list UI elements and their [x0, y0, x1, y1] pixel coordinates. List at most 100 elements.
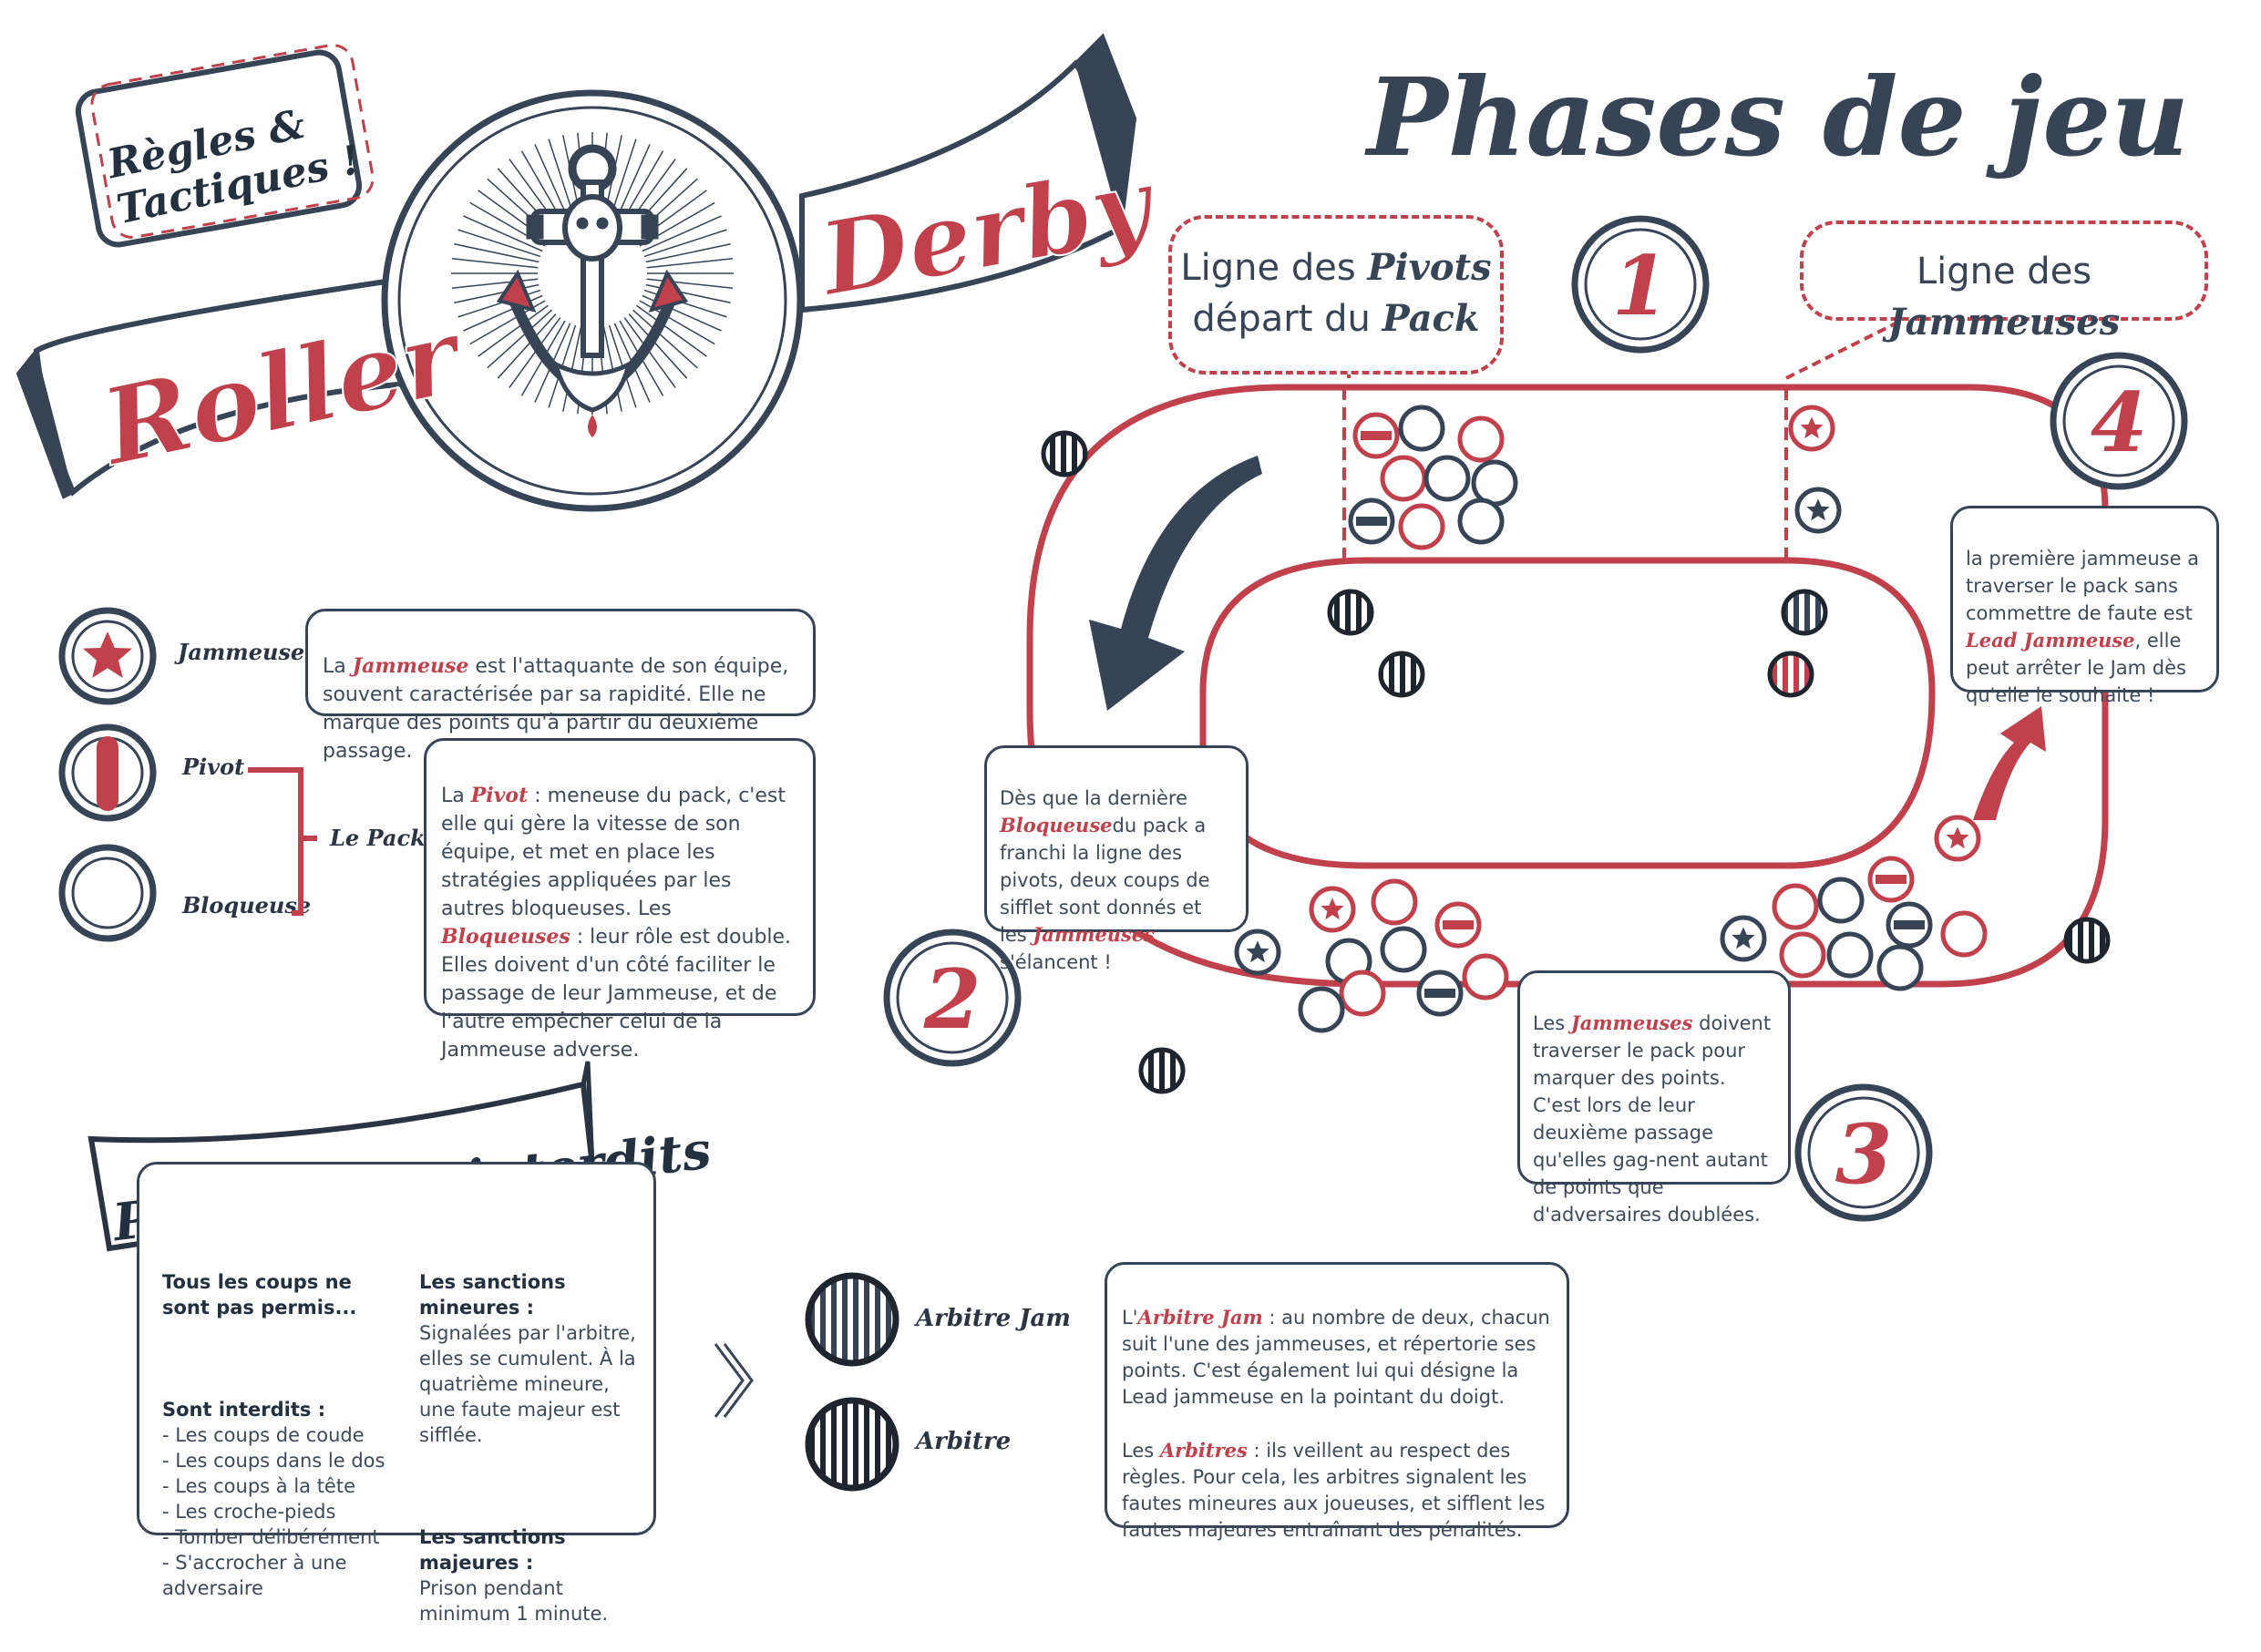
direction-arrow-start [1089, 456, 1262, 711]
penalties-panel [137, 1162, 656, 1535]
token-jammer [1720, 915, 1767, 962]
legend-bloqueuse-token [58, 844, 157, 942]
major-title: Les sanctions majeures : [419, 1526, 566, 1574]
pivot-desc-mid: : meneuse du pack, c'est elle qui gère l… [441, 785, 786, 920]
jammeuse-desc-kw: Jammeuse [352, 654, 469, 678]
note4-pre: la première jammeuse a traverser le pack… [1966, 548, 2200, 624]
token-referee [1041, 430, 1088, 477]
note2-kw1: Bloqueuse [1000, 814, 1113, 836]
token-jammer [1934, 815, 1981, 862]
token-blocker [1471, 459, 1518, 507]
forbidden-item: - Les coups de coude [162, 1424, 365, 1446]
note3-post: doivent traverser le pack pour marquer d… [1533, 1012, 1772, 1226]
page-title: Phases de jeu [1364, 54, 2189, 180]
note2-mid: du pack a franchi la ligne des pivots, d… [1000, 815, 1210, 946]
token-pivot [1348, 498, 1395, 545]
pivot-desc-kw2: Bloqueuses [441, 925, 570, 949]
token-pivot [1867, 856, 1915, 903]
token-blocker [1457, 498, 1505, 545]
ref-desc-kw2: Arbitres [1159, 1439, 1248, 1462]
token-pivot [1416, 970, 1464, 1017]
token-jammer [1309, 886, 1356, 933]
jammer-line-pre: Ligne des [1916, 251, 2092, 292]
legend-bloqueuse-label: Bloqueuse [181, 892, 311, 918]
step-3-badge: 3 [1794, 1083, 1933, 1222]
token-blocker [1339, 970, 1386, 1017]
jammeuse-description: La Jammeuse est l'attaquante de son équi… [305, 609, 816, 763]
penalties-intro: Tous les coups ne sont pas permis... [162, 1271, 357, 1319]
note2-post: s'élancent ! [1000, 951, 1112, 973]
legend-arbitre-label: Arbitre [913, 1428, 1011, 1455]
pivot-line-kw1: Pivots [1367, 246, 1492, 289]
token-blocker [1380, 455, 1427, 502]
forbidden-item: - Les coups à la tête [162, 1475, 355, 1497]
infographic-canvas: Roller Derby Règles & Tactiques ! Phases… [15, 33, 2189, 1492]
pivot-line-pre1: Ligne des [1180, 247, 1368, 289]
legend-jammeuse-label: Jammeuse [174, 639, 304, 665]
major-text: Prison pendant minimum 1 minute. [419, 1577, 609, 1625]
token-jam-referee [1781, 589, 1828, 636]
legend-arbitre-jam-token [805, 1272, 899, 1367]
forbidden-title: Sont interdits : [162, 1399, 326, 1421]
token-pivot [1352, 412, 1400, 459]
token-blocker [1772, 883, 1819, 930]
ref-desc-post1: : au nombre de deux, chacun suit l'une d… [1122, 1307, 1550, 1408]
token-blocker [1398, 503, 1445, 550]
token-jammer [1788, 405, 1835, 452]
legend-pivot-token [58, 723, 157, 822]
token-jam-referee [1767, 651, 1814, 698]
jammer-line-callout: Ligne des Jammeuses [1800, 221, 2208, 344]
token-blocker [1380, 926, 1427, 973]
token-blocker [1817, 877, 1865, 924]
rules-badge: Règles & Tactiques ! [75, 44, 375, 248]
token-pivot [1434, 901, 1482, 949]
step-1-badge: 1 [1571, 215, 1710, 354]
anchor-skull-icon [451, 132, 734, 437]
legend-jammeuse-token [58, 607, 157, 705]
token-blocker [1462, 953, 1509, 1000]
token-blocker [1423, 455, 1471, 502]
direction-arrow-finish [1973, 706, 2046, 820]
token-referee [2063, 917, 2111, 964]
penalties-right-column: Les sanctions mineures : Signalées par l… [419, 1244, 647, 1652]
chevron-right-icon [714, 1343, 754, 1418]
step-3-number: 3 [1835, 1106, 1893, 1203]
step-1-number: 1 [1612, 238, 1670, 334]
pivot-line-pre2: départ du [1192, 298, 1382, 340]
note4-post: , elle peut arrêter le Jam dès qu'elle l… [1966, 630, 2186, 706]
step-4-number: 4 [2091, 375, 2148, 471]
note4-kw: Lead Jammeuse [1966, 629, 2135, 652]
step-2-badge: 2 [883, 929, 1022, 1067]
forbidden-item: - Les croche-pieds [162, 1501, 336, 1523]
jammeuse-desc-pre: La [323, 655, 353, 678]
referee-description: L'Arbitre Jam : au nombre de deux, chacu… [1105, 1262, 1569, 1541]
ref-desc-post2: : ils veillent au respect des règles. Po… [1122, 1440, 1546, 1541]
pack-bracket [248, 767, 317, 916]
legend-pack-label: Le Pack [329, 825, 426, 851]
pivot-line-callout: Ligne des Pivots départ du Pack [1168, 215, 1504, 375]
token-pivot [1886, 901, 1933, 949]
forbidden-item: - Tomber délibérément [162, 1526, 380, 1548]
token-blocker [1826, 931, 1874, 979]
token-blocker [1398, 405, 1445, 452]
forbidden-list: - Les coups de coude - Les coups dans le … [162, 1422, 399, 1601]
token-jammer [1234, 929, 1281, 976]
legend-arbitre-token [805, 1397, 899, 1492]
forbidden-item: - Les coups dans le dos [162, 1450, 385, 1472]
minor-title: Les sanctions mineures : [419, 1271, 566, 1319]
pivot-desc-pre: La [441, 785, 471, 807]
token-referee [1327, 589, 1374, 636]
token-jammer [1794, 487, 1842, 534]
note3-kw: Jammeuses [1570, 1011, 1693, 1034]
jammeuse-desc-post: est l'attaquante de son équipe, souvent … [323, 655, 789, 763]
step-4-badge: 4 [2050, 352, 2188, 490]
legend-arbitre-jam-label: Arbitre Jam [913, 1305, 1071, 1332]
ref-desc-pre1: L' [1122, 1307, 1138, 1329]
token-blocker [1876, 944, 1924, 991]
pivot-desc-post: : leur rôle est double. Elles doivent d'… [441, 926, 792, 1062]
jammer-line-kw: Jammeuses [1887, 301, 2121, 344]
token-blocker [1940, 910, 1988, 958]
step-4-note: la première jammeuse a traverser le pack… [1950, 506, 2219, 706]
forbidden-item: - S'accrocher à une adversaire [162, 1552, 347, 1599]
pivot-line-kw2: Pack [1382, 297, 1480, 340]
